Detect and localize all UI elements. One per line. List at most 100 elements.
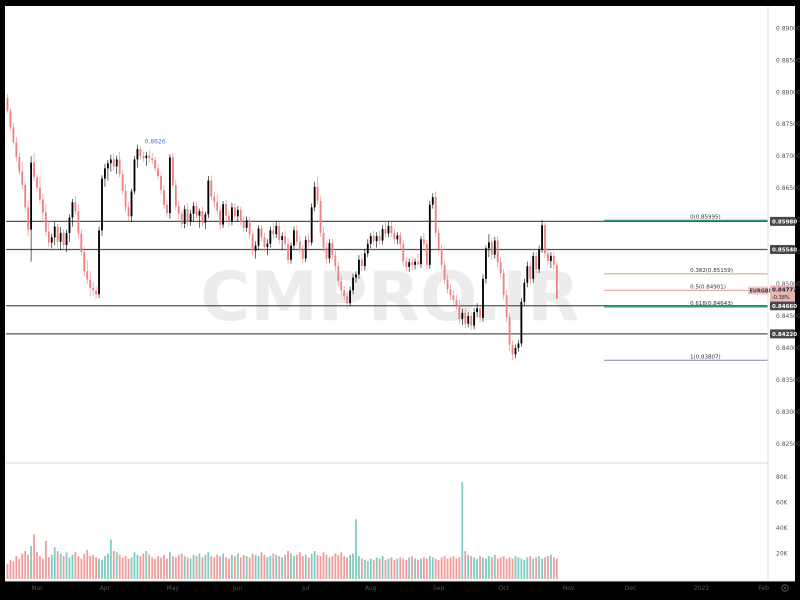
candle-body (505, 294, 508, 318)
volume-bar (166, 558, 168, 579)
chart-background (5, 6, 795, 581)
candle-body (33, 162, 35, 178)
volume-bar (343, 556, 346, 579)
volume-bar (169, 552, 171, 579)
volume-bar (269, 556, 272, 579)
candle-body (278, 225, 281, 240)
last-price-change: -0.38% (772, 295, 790, 301)
volume-bar (12, 561, 15, 579)
candle-body (343, 290, 346, 297)
volume-bar (39, 556, 41, 579)
volume-bar (219, 556, 222, 579)
candle-body (437, 232, 440, 249)
candle-body (21, 171, 24, 185)
volume-bar (92, 554, 95, 579)
volume-bar (189, 558, 192, 579)
volume-bar (529, 556, 532, 579)
volume-bar (251, 553, 254, 579)
chart-settings-gear-icon[interactable] (781, 584, 789, 592)
candle-body (71, 202, 74, 218)
candle-body (325, 247, 328, 259)
volume-bar (550, 554, 552, 579)
volume-bar (470, 556, 473, 579)
volume-bar (154, 558, 157, 579)
volume-bar (278, 556, 281, 579)
level-price-badge: 0.84220 (772, 332, 797, 338)
candle-body (434, 197, 437, 233)
candle-body (245, 220, 248, 228)
volume-bar (225, 557, 227, 579)
volume-bar (239, 557, 242, 579)
fibonacci-retracement[interactable]: 0(0.85995) 0.382(0.85159) 0.5(0.84901) 0.61… (604, 214, 768, 361)
volume-bar (399, 557, 402, 579)
candle-body (83, 252, 86, 272)
volume-bar (77, 556, 80, 579)
candle-body (496, 240, 499, 263)
volume-bar (485, 558, 487, 579)
candle-body (269, 230, 272, 244)
candle-body (148, 155, 151, 159)
candle-body (92, 287, 95, 291)
volume-axis: 80K 60K 40K 20K (776, 474, 789, 557)
volume-bar (316, 554, 319, 579)
level-price-badge: 0.85540 (772, 248, 797, 254)
volume-bar (555, 558, 558, 579)
volume-bar (298, 552, 301, 579)
candle-body (476, 308, 478, 313)
candle-body (304, 239, 307, 259)
price-tick-label: 0.87500 (776, 121, 800, 128)
volume-bar (65, 552, 68, 579)
candle-body (346, 296, 349, 304)
price-tick-label: 0.88500 (776, 57, 800, 64)
horizontal-levels (6, 220, 768, 335)
volume-bar (508, 557, 511, 579)
candle-body (166, 204, 168, 214)
volume-bar (18, 558, 21, 579)
volume-bar (30, 545, 33, 579)
volume-tick-label: 40K (776, 525, 789, 532)
candle-body (169, 157, 171, 214)
volume-bar (526, 557, 529, 579)
candle-body (62, 232, 65, 246)
fib-level-label: 0.5(0.84901) (690, 284, 726, 290)
candle-body (340, 281, 343, 291)
volume-bar (511, 558, 514, 579)
volume-bar (417, 559, 419, 579)
price-tick-label: 0.84500 (776, 313, 800, 320)
volume-bar (538, 556, 541, 579)
candle-body (446, 279, 449, 290)
volume-bar (236, 553, 239, 579)
candle-body (231, 207, 233, 222)
candle-body (452, 295, 455, 301)
candle-body (493, 240, 496, 255)
volume-bar (151, 557, 154, 579)
candle-body (390, 225, 393, 233)
candle-body (219, 210, 222, 225)
time-tick-label: 2022 (694, 585, 709, 592)
candle-body (198, 211, 201, 216)
volume-bar (455, 558, 458, 579)
volume-bar (180, 553, 183, 579)
volume-bar (233, 556, 236, 579)
candle-body (316, 186, 319, 201)
candle-body (310, 207, 313, 243)
candle-body (106, 163, 109, 169)
price-axis-badges: 0.85980 0.85540 0.84660 0.84220 EURGBP 0.8477… (748, 216, 797, 339)
time-axis[interactable]: Mar Apr May Jun Jul Aug Sep Oct Nov Dec 2022 Feb (31, 585, 769, 592)
candle-body (171, 157, 174, 185)
candle-body (517, 343, 520, 348)
candle-body (535, 255, 538, 270)
candle-body (387, 225, 390, 234)
price-tick-label: 0.89000 (776, 25, 800, 32)
volume-bar (544, 557, 546, 579)
volume-bar (487, 556, 490, 579)
volume-bar (369, 558, 372, 579)
time-tick-label: Aug (365, 585, 377, 592)
volume-bar (136, 554, 139, 579)
volume-bar (346, 557, 349, 579)
symbol-tag-bg (748, 286, 768, 295)
high-annotation: 0.8626 (145, 139, 166, 146)
volume-bar (207, 552, 210, 579)
volume-bar (390, 557, 393, 579)
candle-body (228, 215, 230, 222)
